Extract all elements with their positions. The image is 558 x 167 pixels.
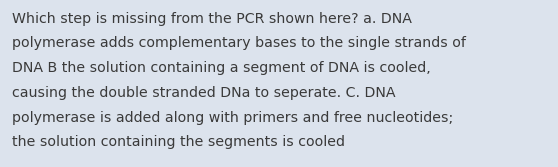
Text: causing the double stranded DNa to seperate. C. DNA: causing the double stranded DNa to seper… (12, 86, 396, 100)
Text: DNA B the solution containing a segment of DNA is cooled,: DNA B the solution containing a segment … (12, 61, 431, 75)
Text: the solution containing the segments is cooled: the solution containing the segments is … (12, 135, 345, 149)
Text: Which step is missing from the PCR shown here? a. DNA: Which step is missing from the PCR shown… (12, 12, 412, 26)
Text: polymerase adds complementary bases to the single strands of: polymerase adds complementary bases to t… (12, 36, 466, 50)
Text: polymerase is added along with primers and free nucleotides;: polymerase is added along with primers a… (12, 111, 454, 125)
